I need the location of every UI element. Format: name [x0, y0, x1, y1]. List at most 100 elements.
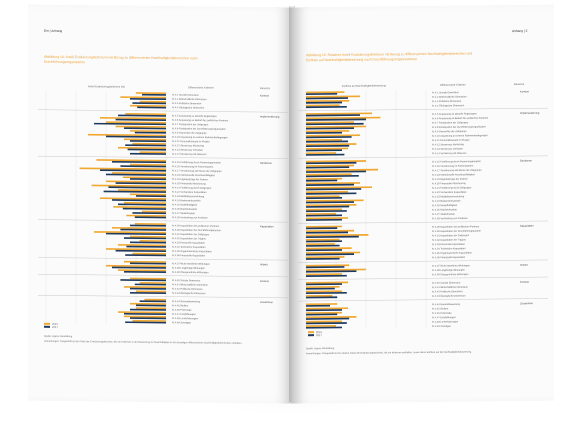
- left-figure-title: Abbildung 14: Anteil Evaluierungskriteri…: [44, 54, 198, 65]
- right-row-label: N: 4.36 Finanzielle Kapazitäten: [432, 256, 466, 259]
- left-legend-label-2017: 2017: [52, 325, 58, 329]
- left-row-label: N: 4.36 Finanzielle Kapazitäten: [172, 254, 206, 257]
- left-row-label: N: 4.28 Verbreitung von Ansätzen: [172, 216, 208, 219]
- right-row-label: N: 4.8 Partizipation der Durchführungsor…: [432, 125, 486, 129]
- left-group-label: Zusammen: [260, 300, 274, 304]
- left-row-label: N: 4.3 Politische Dimension: [172, 102, 202, 105]
- right-row-label: N: 4.22 Vorhandene Kapazitäten: [432, 191, 467, 194]
- left-bar-2016: [134, 223, 167, 225]
- right-bar-2016: [306, 208, 342, 211]
- left-bar-2017: [137, 106, 166, 109]
- left-bar-2016: [106, 264, 166, 268]
- left-bar-2017: [124, 237, 166, 240]
- left-bar-2016: [115, 125, 166, 128]
- right-row-label: N: 4.46 Potenziale: [432, 312, 452, 315]
- right-row-label: N: 4.12 Steuerung: Monitoring: [432, 143, 465, 146]
- left-row-label: N: 4.44 Gesamtbewertung: [172, 300, 201, 303]
- left-bar-2017: [103, 190, 166, 193]
- left-row-label: N: 4.1 Soziale Dimension: [172, 94, 200, 97]
- right-row-label: N: 4.44 Gesamtbewertung: [432, 303, 461, 306]
- right-bar-2017: [306, 144, 350, 148]
- left-bar-2016: [124, 286, 166, 289]
- left-bar-2017: [106, 173, 166, 176]
- left-row-label: N: 4.40 Soziale Dimension: [172, 279, 201, 282]
- right-row-label: N: 4.43 Ökologische Dimension: [432, 294, 466, 297]
- right-row-label: N: 4.30 Kapazitäten der Durchführungspar…: [432, 230, 481, 234]
- left-bar-2017: [118, 203, 166, 206]
- right-bar-2017: [306, 244, 340, 247]
- right-bar-2017: [306, 266, 345, 269]
- left-bar-2017: [112, 199, 166, 202]
- left-row-label: N: 4.19 Eigenbeiträge der Partner: [172, 178, 208, 181]
- right-bar-2016: [306, 160, 366, 163]
- right-row-label: N: 4.29 Kapazitäten des politischen Part…: [432, 225, 480, 229]
- right-bar-2016: [306, 190, 348, 194]
- left-group-label: Kontext: [260, 93, 269, 97]
- left-bar-2016: [132, 142, 166, 145]
- right-row-label: N: 4.19 Eigenbeiträge der Partner: [432, 178, 468, 181]
- right-row-label: N: 4.1 Soziale Dimension: [432, 91, 460, 94]
- left-bar-2017: [120, 165, 166, 168]
- left-bar-2016: [125, 113, 166, 116]
- left-bar-2016: [132, 252, 166, 255]
- left-row-label: N: 4.32 Kapazitäten der Trägers: [172, 237, 207, 240]
- right-row-label: N: 4.21 Fortführung durch Zielgruppe: [432, 186, 472, 189]
- right-bar-2016: [306, 229, 354, 232]
- left-bar-2016: [100, 117, 166, 120]
- left-bar-2017: [130, 178, 166, 181]
- right-bar-2017: [306, 97, 348, 100]
- right-bar-2017: [306, 105, 347, 109]
- right-col-head-values: Einfluss auf Nachhaltigkeitsbewertung: [342, 84, 386, 88]
- right-row-label: N: 4.26 Replizierbarkeit: [432, 208, 457, 211]
- left-bar-2016: [106, 248, 166, 251]
- right-row-label: N: 4.37 Nicht intendierte Wirkungen: [432, 264, 470, 267]
- right-row-label: N: 4.7 Partizipation der Zielgruppe: [432, 121, 469, 124]
- left-bar-2017: [122, 207, 167, 210]
- left-bar-2017: [115, 249, 166, 253]
- right-bar-2016: [306, 212, 336, 215]
- right-bar-2017: [306, 179, 338, 182]
- left-row-label: N: 4.42 Politische Dimension: [172, 288, 203, 291]
- left-bar-2016: [79, 167, 166, 171]
- left-bar-2016: [124, 201, 166, 204]
- left-row-label: N: 4.4 Ökologische Dimension: [172, 106, 205, 109]
- right-row-label: N: 4.10 Anpassung an externe Rahmenbedin…: [432, 134, 488, 138]
- left-bar-2017: [118, 114, 166, 117]
- left-bar-2016: [113, 206, 166, 209]
- left-group-label: Kapazitäten: [260, 224, 274, 228]
- right-bar-2017: [306, 192, 357, 195]
- left-bar-2017: [125, 144, 166, 147]
- left-bar-2016: [142, 210, 166, 213]
- left-group-label: Impact: [260, 262, 268, 266]
- right-bar-2016: [306, 243, 335, 246]
- right-row-label: N: 4.16 Verankerung im Partnersystem: [432, 164, 473, 167]
- left-row-label: N: 4.41 Wirtschaftliche Dimension: [172, 283, 209, 286]
- right-legend-item-2017: 2017: [308, 334, 322, 337]
- right-bar-chart: N: 4.1 Soziale Dimension Kontext N: 4.2 Wi…: [298, 89, 548, 330]
- left-col-head-criteria: Differenzierte Kriterien: [188, 86, 214, 90]
- right-row-label: N: 4.6 Anpassung an Bedarf des politisch…: [432, 117, 489, 121]
- left-bar-2016: [120, 96, 166, 99]
- left-bar-2017: [134, 283, 167, 286]
- left-row-label: N: 4.31 Kapazitäten der Zielgruppe: [172, 233, 210, 236]
- left-bar-2016: [130, 235, 166, 238]
- left-bar-2017: [124, 312, 166, 315]
- left-bar-2017: [94, 122, 166, 126]
- left-row-label: N: 4.23 Multiplikatorenwirkung: [172, 195, 205, 198]
- right-note: Anmerkungen: Dargestellt ist der relativ…: [306, 350, 472, 356]
- right-row-label: N: 4.9 Ownership der Zielgruppe: [432, 130, 467, 133]
- right-bar-2017: [306, 140, 348, 143]
- left-bar-2017: [132, 212, 166, 215]
- right-bar-2016: [306, 234, 369, 237]
- right-bar-2016: [306, 95, 360, 98]
- right-bar-2017: [306, 188, 362, 191]
- right-row-label: N: 4.18 Institutionelle Anschlussfähigke…: [432, 173, 475, 176]
- right-bar-2016: [306, 99, 350, 103]
- right-bar-2016: [306, 143, 357, 146]
- left-bar-2017: [136, 304, 166, 307]
- right-bar-2016: [306, 125, 366, 128]
- right-row-label: N: 4.2 Wirtschaftliche Dimension: [432, 95, 467, 98]
- right-group-label: Kontext: [520, 89, 529, 93]
- left-group-label: Kontext: [260, 279, 269, 283]
- right-page: Anhang | 2 Abbildung 15: Relativer Antei…: [292, 4, 554, 404]
